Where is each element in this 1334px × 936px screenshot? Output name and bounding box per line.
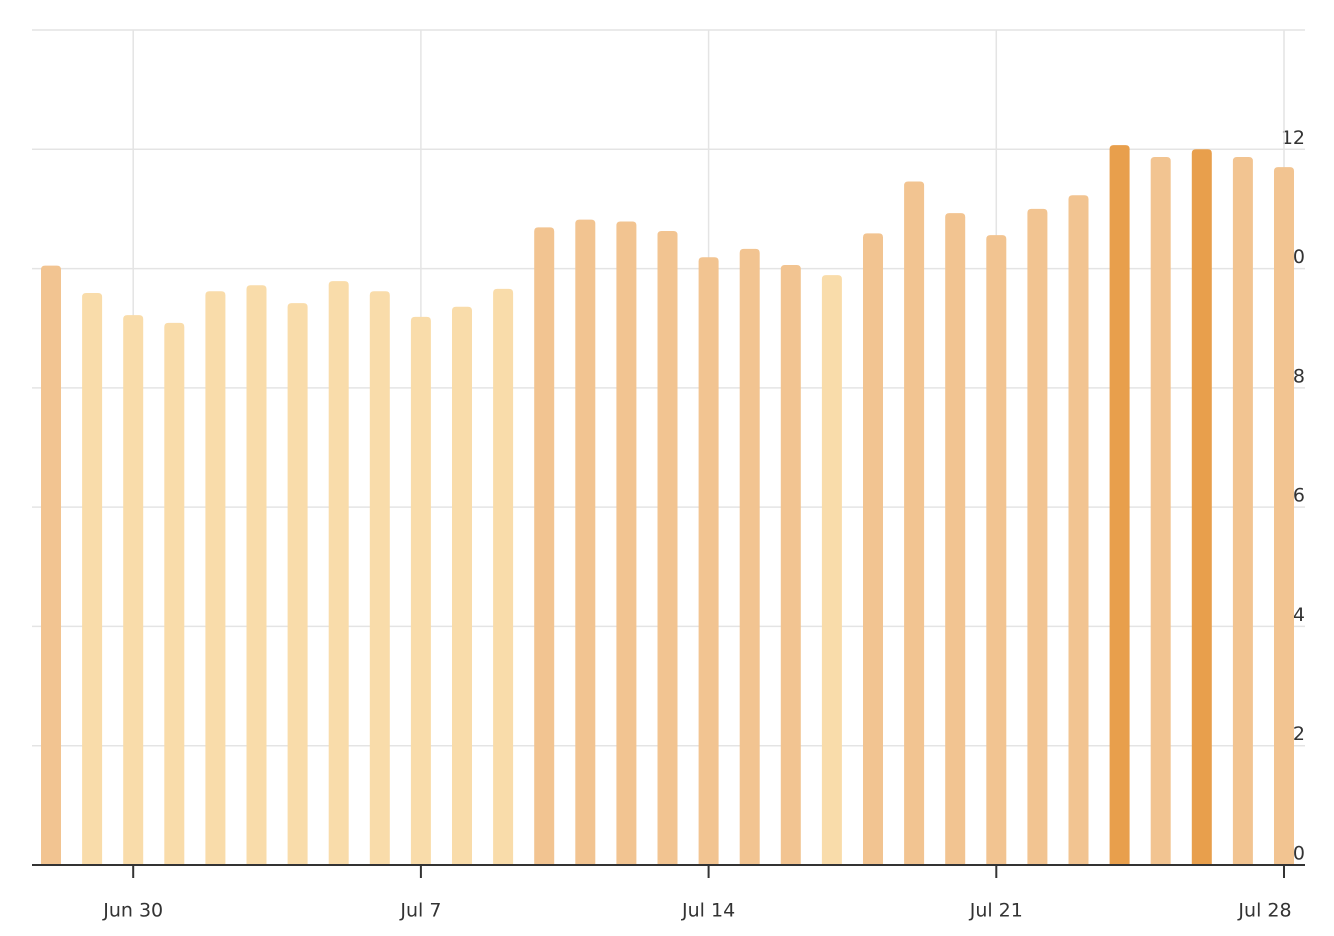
bar (82, 293, 103, 865)
bar (246, 285, 267, 865)
bar (452, 306, 472, 865)
y-tick-label: 6 (1293, 485, 1305, 507)
bar (328, 281, 349, 865)
bar (780, 264, 801, 865)
y-tick-label: 12 (1281, 127, 1305, 149)
bar (904, 181, 925, 865)
y-tick-label: 8 (1293, 365, 1305, 387)
bar (986, 235, 1007, 865)
bar (1027, 208, 1048, 865)
bar (41, 265, 61, 865)
bar (369, 291, 390, 865)
y-tick-label: 4 (1293, 604, 1305, 626)
x-tick-label: Jul 14 (681, 900, 735, 922)
bar (821, 275, 842, 865)
y-tick-label: 0 (1293, 843, 1305, 865)
x-tick-label: Jul 28 (1237, 900, 1291, 922)
bar (575, 219, 596, 865)
y-tick-label: 2 (1293, 723, 1305, 745)
bar (164, 322, 185, 865)
bar (945, 213, 966, 865)
bar (205, 291, 226, 865)
bar (287, 303, 308, 865)
x-tick-label: Jul 21 (969, 900, 1023, 922)
bar (1068, 195, 1089, 866)
bar (739, 248, 760, 865)
bar (657, 230, 678, 865)
bar (616, 221, 637, 866)
bar (1191, 149, 1212, 866)
bar (410, 316, 431, 865)
x-tick-label: Jun 30 (102, 900, 163, 922)
bar (123, 315, 144, 865)
bar (1232, 157, 1253, 865)
bar (863, 233, 883, 865)
x-tick-label: Jul 7 (399, 900, 441, 922)
bar (1109, 145, 1130, 865)
bar (534, 227, 555, 866)
bar (1274, 167, 1294, 865)
bar (698, 257, 719, 866)
bar (493, 288, 514, 866)
bar (1150, 157, 1171, 865)
